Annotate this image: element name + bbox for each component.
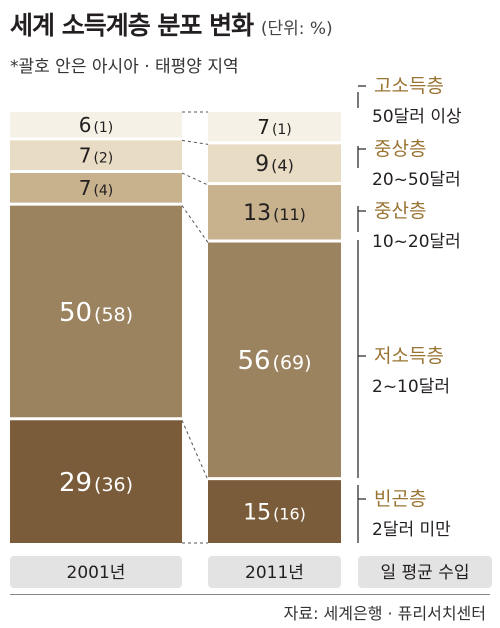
bar-segment [10, 173, 182, 203]
bar-segment [208, 242, 341, 478]
category-label: 2001년 [67, 563, 126, 583]
data-label: 13 (11) [243, 201, 306, 226]
data-label: 7 (2) [79, 143, 114, 167]
data-label: 7 (4) [79, 176, 114, 200]
legend-name: 고소득층 [374, 75, 444, 97]
chart-title-text: 세계 소득계층 분포 변화 [10, 11, 254, 40]
axis-label-box [358, 556, 492, 588]
bar-segment [208, 112, 341, 142]
legend-range: 2달러 미만 [372, 520, 451, 540]
chart-unit: (단위: %) [260, 19, 333, 39]
bar-segment [10, 205, 182, 418]
data-label: 29 (36) [59, 468, 133, 498]
bar-segment [10, 420, 182, 543]
data-label: 6 (1) [79, 113, 114, 137]
axis-label: 일 평균 수입 [380, 563, 469, 583]
legend-name: 중상층 [374, 138, 426, 160]
data-label: 56 (69) [237, 346, 311, 376]
bar-segment [208, 144, 341, 183]
category-label: 2011년 [245, 563, 304, 583]
bar-segment [208, 185, 341, 240]
legend-range: 2~10달러 [372, 377, 450, 397]
bar-segment [10, 112, 182, 138]
chart-title: 세계 소득계층 분포 변화 (단위: %) [10, 6, 333, 42]
legend-name: 저소득층 [374, 345, 444, 367]
data-label: 50 (58) [59, 298, 133, 328]
bar-segment [208, 480, 341, 543]
data-label: 7 (1) [257, 115, 292, 139]
category-box [10, 556, 182, 588]
legend-range: 10~20달러 [372, 232, 461, 252]
source-note: 자료: 세계은행 · 퓨리서치센터 [283, 604, 486, 623]
connector-line [181, 172, 209, 186]
chart-subtitle: *괄호 안은 아시아 · 태평양 지역 [10, 57, 239, 77]
connector-line [181, 205, 209, 243]
connector-line [181, 139, 209, 145]
legend-range: 20~50달러 [372, 170, 461, 190]
legend-range: 50달러 이상 [372, 107, 462, 127]
bottom-rule [10, 594, 490, 595]
category-box [208, 556, 341, 588]
data-label: 15 (16) [243, 500, 306, 525]
connector-line [181, 420, 209, 481]
bar-segment [10, 140, 182, 171]
data-label: 9 (4) [255, 152, 294, 177]
legend-name: 중산층 [374, 200, 426, 222]
legend-name: 빈곤층 [374, 488, 426, 510]
